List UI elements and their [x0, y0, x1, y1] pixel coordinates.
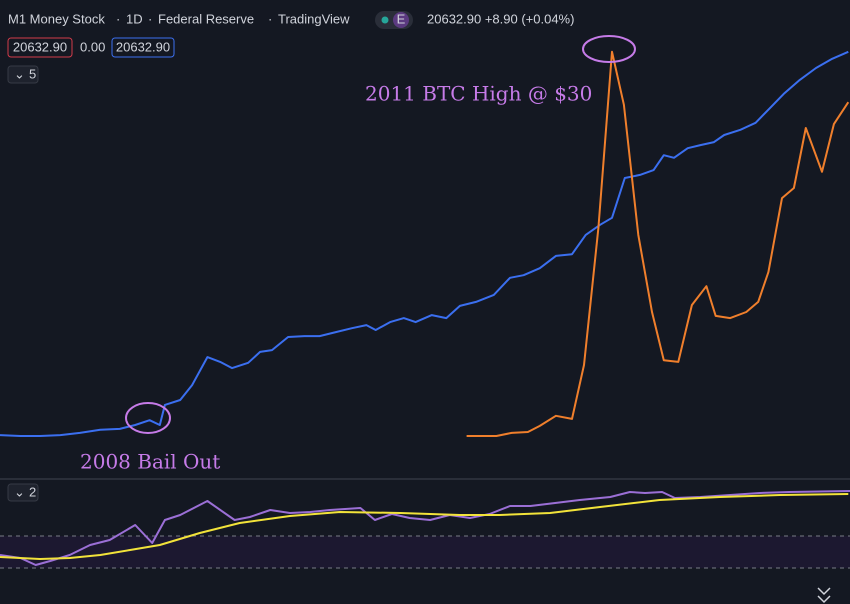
pane-toggle[interactable]	[7, 65, 39, 84]
price-box	[111, 37, 175, 58]
separator-dot: ·	[116, 11, 120, 26]
badge-bg	[393, 12, 409, 28]
price-right: 20632.90	[116, 39, 170, 54]
interval: 1D	[126, 11, 143, 26]
chevron: ⌄	[14, 484, 25, 499]
highlight-circle	[582, 35, 636, 63]
price-box	[7, 37, 73, 58]
series-line	[0, 50, 849, 437]
separator-dot: ·	[268, 11, 272, 26]
badge: E	[397, 11, 406, 26]
status-dot	[381, 16, 389, 24]
annotation: 2011 BTC High @ $30	[365, 82, 592, 106]
annotation: 2008 Bail Out	[80, 450, 220, 474]
symbol: M1 Money Stock	[8, 11, 105, 26]
highlight-circle	[125, 402, 171, 434]
quote: 20632.90 +8.90 (+0.04%)	[427, 11, 574, 26]
lower-pane-badge: 2	[29, 484, 36, 499]
series-line	[0, 490, 850, 566]
main-pane-badge: 5	[29, 66, 36, 81]
series-line	[0, 493, 849, 560]
pane-toggle[interactable]	[7, 483, 39, 502]
pane-separator	[0, 478, 850, 480]
chevron: ⌄	[14, 66, 25, 81]
source: Federal Reserve	[158, 11, 254, 26]
change: 0.00	[80, 39, 105, 54]
separator-dot: ·	[148, 11, 152, 26]
level-band	[0, 536, 850, 568]
series-line	[466, 50, 850, 437]
scroll-icon[interactable]	[817, 587, 831, 604]
platform: TradingView	[278, 11, 350, 26]
price-left: 20632.90	[13, 39, 67, 54]
